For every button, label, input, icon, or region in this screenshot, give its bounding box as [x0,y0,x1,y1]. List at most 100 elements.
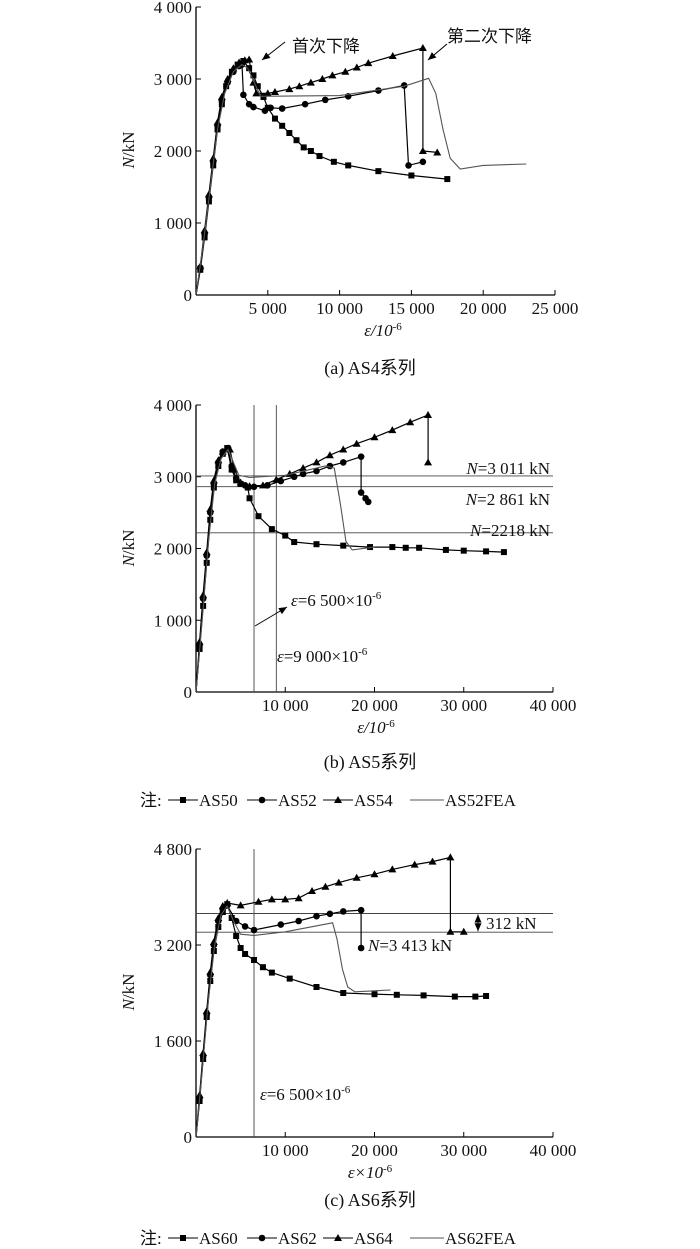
data-point [370,433,379,441]
vline-label-sup: -6 [358,646,368,658]
data-point [352,439,361,447]
data-point [405,162,412,169]
data-point [352,873,361,881]
data-point [252,89,261,97]
data-point [326,910,334,918]
data-point [206,968,215,975]
data-point [299,470,307,478]
data-point [419,158,427,166]
data-point [313,984,320,990]
data-point [308,887,317,894]
data-point [364,498,372,506]
data-point [272,475,281,483]
x-tick-label: 10 000 [316,299,363,318]
diff-label: 312 kN [486,914,537,933]
data-point [235,58,244,66]
data-point [341,67,350,75]
data-point [418,147,427,154]
data-point [241,923,249,930]
data-point [261,107,269,114]
data-point [254,83,261,90]
data-point [213,118,222,126]
data-point [321,96,329,104]
data-point [233,933,240,939]
data-point [400,82,408,89]
data-point [236,901,245,909]
data-point [328,71,337,79]
data-point [446,927,455,935]
data-point [375,87,382,94]
x-tick-label: 20 000 [460,299,507,318]
data-point [279,122,286,129]
data-point [393,991,400,998]
data-point [371,991,378,998]
data-point [245,55,254,63]
y-tick-label: 0 [184,683,193,702]
data-point [424,411,433,419]
data-point [330,158,337,165]
data-point [352,63,361,71]
data-point [318,75,327,82]
legend-marker [180,797,186,803]
hline-label: N=3 413 kN [367,936,452,955]
series-line [195,63,424,296]
data-point [388,865,397,873]
hline-label: N=2 861 kN [465,490,550,509]
data-point [294,894,303,902]
data-point [218,902,227,909]
x-tick-label: 40 000 [530,1141,577,1160]
hline-label: N=2218 kN [469,521,550,540]
data-point [444,176,451,183]
hline-label: N=3 011 kN [465,459,550,478]
y-axis-label: N/kN [119,974,138,1012]
data-point [339,908,347,915]
x-axis-label: ε×10-6 [348,1163,393,1182]
data-point [408,172,415,179]
x-tick-label: 10 000 [262,696,309,715]
x-axis-label-sup: -6 [383,1163,393,1175]
y-axis-label: N/kN [119,530,138,568]
data-point [270,87,279,95]
data-point [258,481,267,489]
chart-title: (b) AS5系列 [324,752,417,773]
data-point [334,878,343,886]
data-point [293,137,300,144]
hline-label-var: N [367,936,381,955]
data-point [267,104,274,112]
data-point [301,100,309,108]
y-axis-label-italic: N [119,997,138,1011]
legend-marker [258,1234,266,1242]
x-tick-label: 30 000 [440,1141,487,1160]
vline-label-sup: -6 [341,1084,351,1096]
legend-marker [180,1235,186,1241]
data-point [312,458,321,466]
chart-title: (c) AS6系列 [324,1190,416,1211]
y-axis-label-italic: N [119,155,138,169]
data-point [295,917,302,925]
legend-entry: AS50 [199,791,238,810]
x-tick-label: 5 000 [249,299,287,318]
data-point [459,927,468,935]
data-point [472,993,479,1000]
y-tick-label: 1 000 [154,214,192,233]
chart-c: 10 000 20 000 30 000 40 000 0 1 600 3 200 4 800… [119,840,576,1248]
data-point [316,153,323,160]
data-point [251,957,258,963]
data-point [286,130,293,136]
data-point [460,547,467,554]
legend-prefix: 注: [140,1229,162,1248]
data-point [307,148,314,154]
data-point [364,59,373,67]
y-axis-label-italic: N [119,553,138,567]
legend: 注: AS50 AS52 AS54 AS52FEA [140,791,517,810]
data-point [202,1007,211,1014]
legend-entry: AS62 [278,1229,317,1248]
data-point [277,921,285,928]
data-point [428,857,437,865]
series-AS62FEA [195,904,391,1138]
x-tick-label: 25 000 [532,299,579,318]
annotation-arrow-head [262,52,271,60]
y-tick-label: 1 000 [154,611,192,630]
data-point [299,464,308,472]
legend-entry: AS52 [278,791,317,810]
